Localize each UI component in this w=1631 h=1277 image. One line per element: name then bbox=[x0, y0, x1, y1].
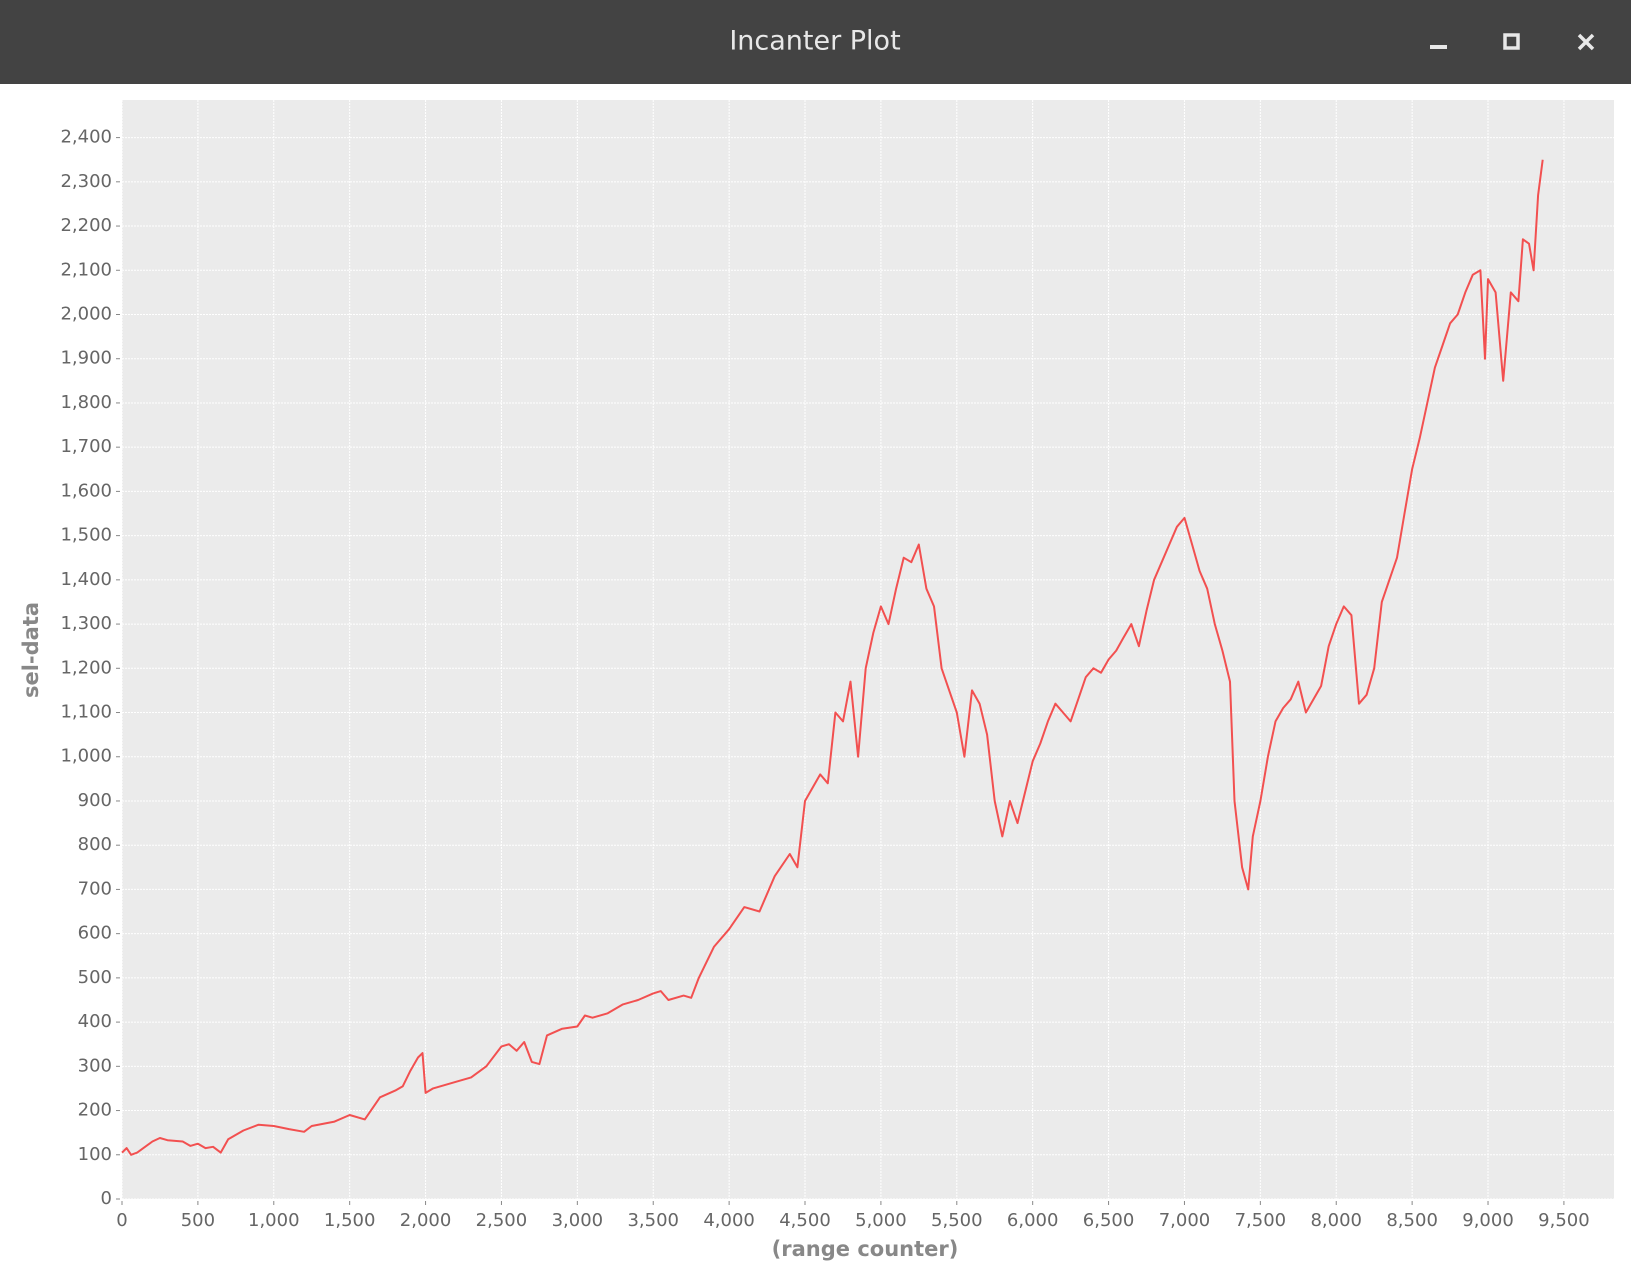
x-tick-label: 0 bbox=[116, 1210, 127, 1231]
y-tick-label: 1,900 bbox=[60, 348, 112, 369]
data-line bbox=[121, 159, 1544, 1156]
y-tick-label: 2,000 bbox=[60, 303, 112, 324]
y-tick-label: 1,400 bbox=[60, 569, 112, 590]
y-tick-label: 800 bbox=[78, 834, 112, 855]
y-tick-label: 1,600 bbox=[60, 480, 112, 501]
x-tick-label: 7,000 bbox=[1159, 1210, 1211, 1231]
x-tick-label: 8,500 bbox=[1386, 1210, 1438, 1231]
y-tick-label: 200 bbox=[78, 1100, 112, 1121]
y-tick-label: 1,300 bbox=[60, 613, 112, 634]
maximize-button[interactable] bbox=[1494, 20, 1530, 64]
x-tick-label: 2,000 bbox=[400, 1210, 452, 1231]
x-tick-label: 8,000 bbox=[1310, 1210, 1362, 1231]
x-tick-label: 7,500 bbox=[1235, 1210, 1287, 1231]
y-tick-label: 700 bbox=[78, 878, 112, 899]
x-tick-label: 5,500 bbox=[931, 1210, 983, 1231]
x-tick-label: 9,000 bbox=[1462, 1210, 1514, 1231]
y-tick-label: 1,000 bbox=[60, 746, 112, 767]
x-tick-label: 4,500 bbox=[779, 1210, 831, 1231]
y-tick-label: 400 bbox=[78, 1011, 112, 1032]
x-tick-label: 5,000 bbox=[855, 1210, 907, 1231]
y-tick-label: 1,100 bbox=[60, 702, 112, 723]
y-tick-label: 1,200 bbox=[60, 657, 112, 678]
y-tick-label: 1,800 bbox=[60, 392, 112, 413]
y-tick-label: 900 bbox=[78, 790, 112, 811]
y-tick-label: 1,500 bbox=[60, 525, 112, 546]
y-tick-label: 600 bbox=[78, 923, 112, 944]
x-tick-label: 3,000 bbox=[552, 1210, 604, 1231]
close-button[interactable] bbox=[1568, 20, 1604, 64]
y-tick-label: 300 bbox=[78, 1055, 112, 1076]
x-tick-label: 1,000 bbox=[248, 1210, 300, 1231]
x-tick-label: 9,500 bbox=[1538, 1210, 1590, 1231]
x-tick-label: 1,500 bbox=[324, 1210, 376, 1231]
y-tick-label: 2,100 bbox=[60, 259, 112, 280]
y-tick-label: 100 bbox=[78, 1144, 112, 1165]
title-bar bbox=[0, 0, 1631, 84]
y-tick-label: 2,200 bbox=[60, 215, 112, 236]
x-tick-label: 2,500 bbox=[476, 1210, 528, 1231]
x-tick-label: 6,500 bbox=[1083, 1210, 1135, 1231]
y-axis-label: sel-data bbox=[19, 602, 43, 698]
x-tick-label: 3,500 bbox=[627, 1210, 679, 1231]
window-title: Incanter Plot bbox=[729, 26, 900, 57]
y-tick-label: 500 bbox=[78, 967, 112, 988]
y-tick-label: 2,300 bbox=[60, 171, 112, 192]
y-tick-label: 1,700 bbox=[60, 436, 112, 457]
plot-area bbox=[122, 100, 1614, 1199]
x-tick-label: 4,000 bbox=[703, 1210, 755, 1231]
minimize-button[interactable] bbox=[1420, 20, 1456, 64]
x-axis-label: (range counter) bbox=[772, 1237, 959, 1261]
y-tick-label: 2,400 bbox=[60, 127, 112, 148]
y-tick-label: 0 bbox=[101, 1188, 112, 1209]
x-tick-label: 500 bbox=[181, 1210, 215, 1231]
x-tick-label: 6,000 bbox=[1007, 1210, 1059, 1231]
